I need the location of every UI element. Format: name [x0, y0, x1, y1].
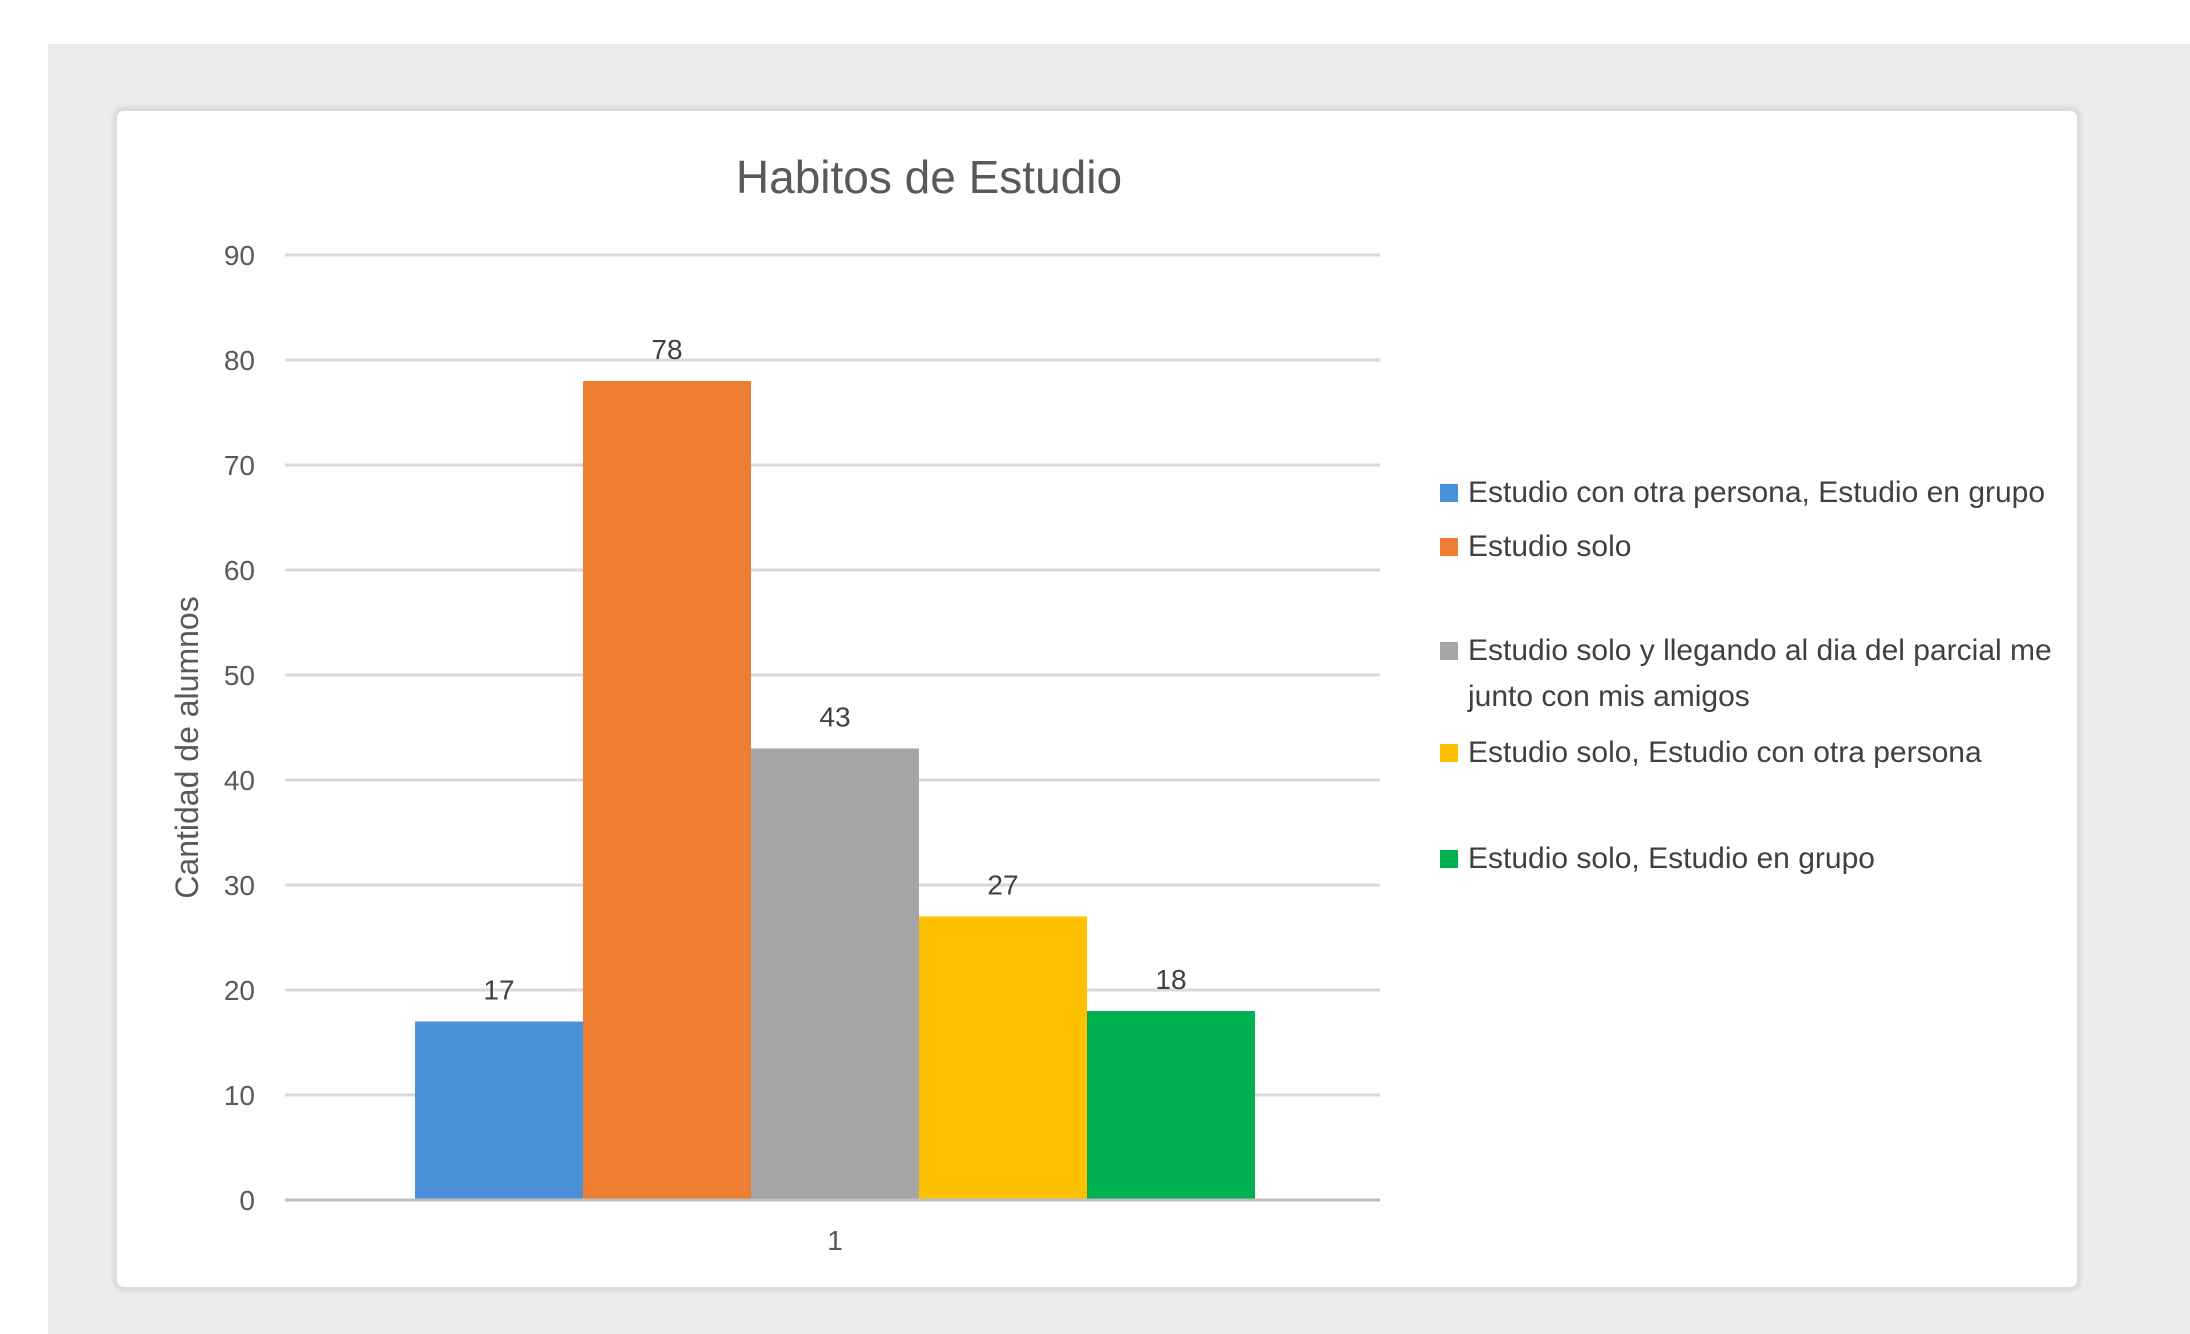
legend-label: Estudio solo, Estudio en grupo: [1468, 842, 1875, 875]
data-label: 27: [987, 870, 1018, 901]
y-tick-label: 40: [224, 765, 255, 796]
legend-item: Estudio solo: [1440, 524, 2140, 570]
legend-swatch: [1440, 850, 1458, 868]
data-label: 78: [651, 334, 682, 365]
y-tick-label: 80: [224, 345, 255, 376]
legend-label: Estudio solo y llegando al dia del parci…: [1468, 634, 2052, 713]
legend-swatch: [1440, 538, 1458, 556]
data-label: 18: [1155, 964, 1186, 995]
y-tick-label: 50: [224, 660, 255, 691]
legend-item: Estudio con otra persona, Estudio en gru…: [1440, 470, 2140, 516]
bar: [751, 748, 919, 1200]
y-tick-label: 30: [224, 870, 255, 901]
legend-swatch: [1440, 744, 1458, 762]
bar: [1087, 1011, 1255, 1200]
y-tick-label: 10: [224, 1080, 255, 1111]
data-label: 43: [819, 702, 850, 733]
bars: [415, 381, 1255, 1200]
legend-label: Estudio con otra persona, Estudio en gru…: [1468, 476, 2046, 509]
legend-label: Estudio solo, Estudio con otra persona: [1468, 736, 1982, 769]
y-tick-label: 20: [224, 975, 255, 1006]
y-tick-label: 0: [239, 1185, 255, 1216]
data-label: 17: [483, 975, 514, 1006]
y-tick-label: 70: [224, 450, 255, 481]
legend-swatch: [1440, 484, 1458, 502]
y-axis-ticks: 0 10 20 30 40 50 60 70 80 90: [224, 240, 255, 1216]
legend-item: Estudio solo, Estudio con otra persona: [1440, 730, 2140, 776]
bar: [415, 1021, 583, 1200]
legend-label: Estudio solo: [1468, 530, 1632, 563]
bar: [919, 916, 1087, 1200]
legend-item: Estudio solo y llegando al dia del parci…: [1440, 628, 2140, 720]
x-category-label: 1: [827, 1225, 843, 1256]
bar: [583, 381, 751, 1200]
data-labels: 17 78 43 27 18: [483, 334, 1186, 1006]
legend-item: Estudio solo, Estudio en grupo: [1440, 836, 2140, 882]
chart-title: Habitos de Estudio: [735, 151, 1123, 203]
y-tick-label: 90: [224, 240, 255, 271]
legend-swatch: [1440, 642, 1458, 660]
y-axis-label: Cantidad de alumnos: [169, 596, 205, 898]
chart-legend: Estudio con otra persona, Estudio en gru…: [1440, 470, 2140, 882]
y-tick-label: 60: [224, 555, 255, 586]
